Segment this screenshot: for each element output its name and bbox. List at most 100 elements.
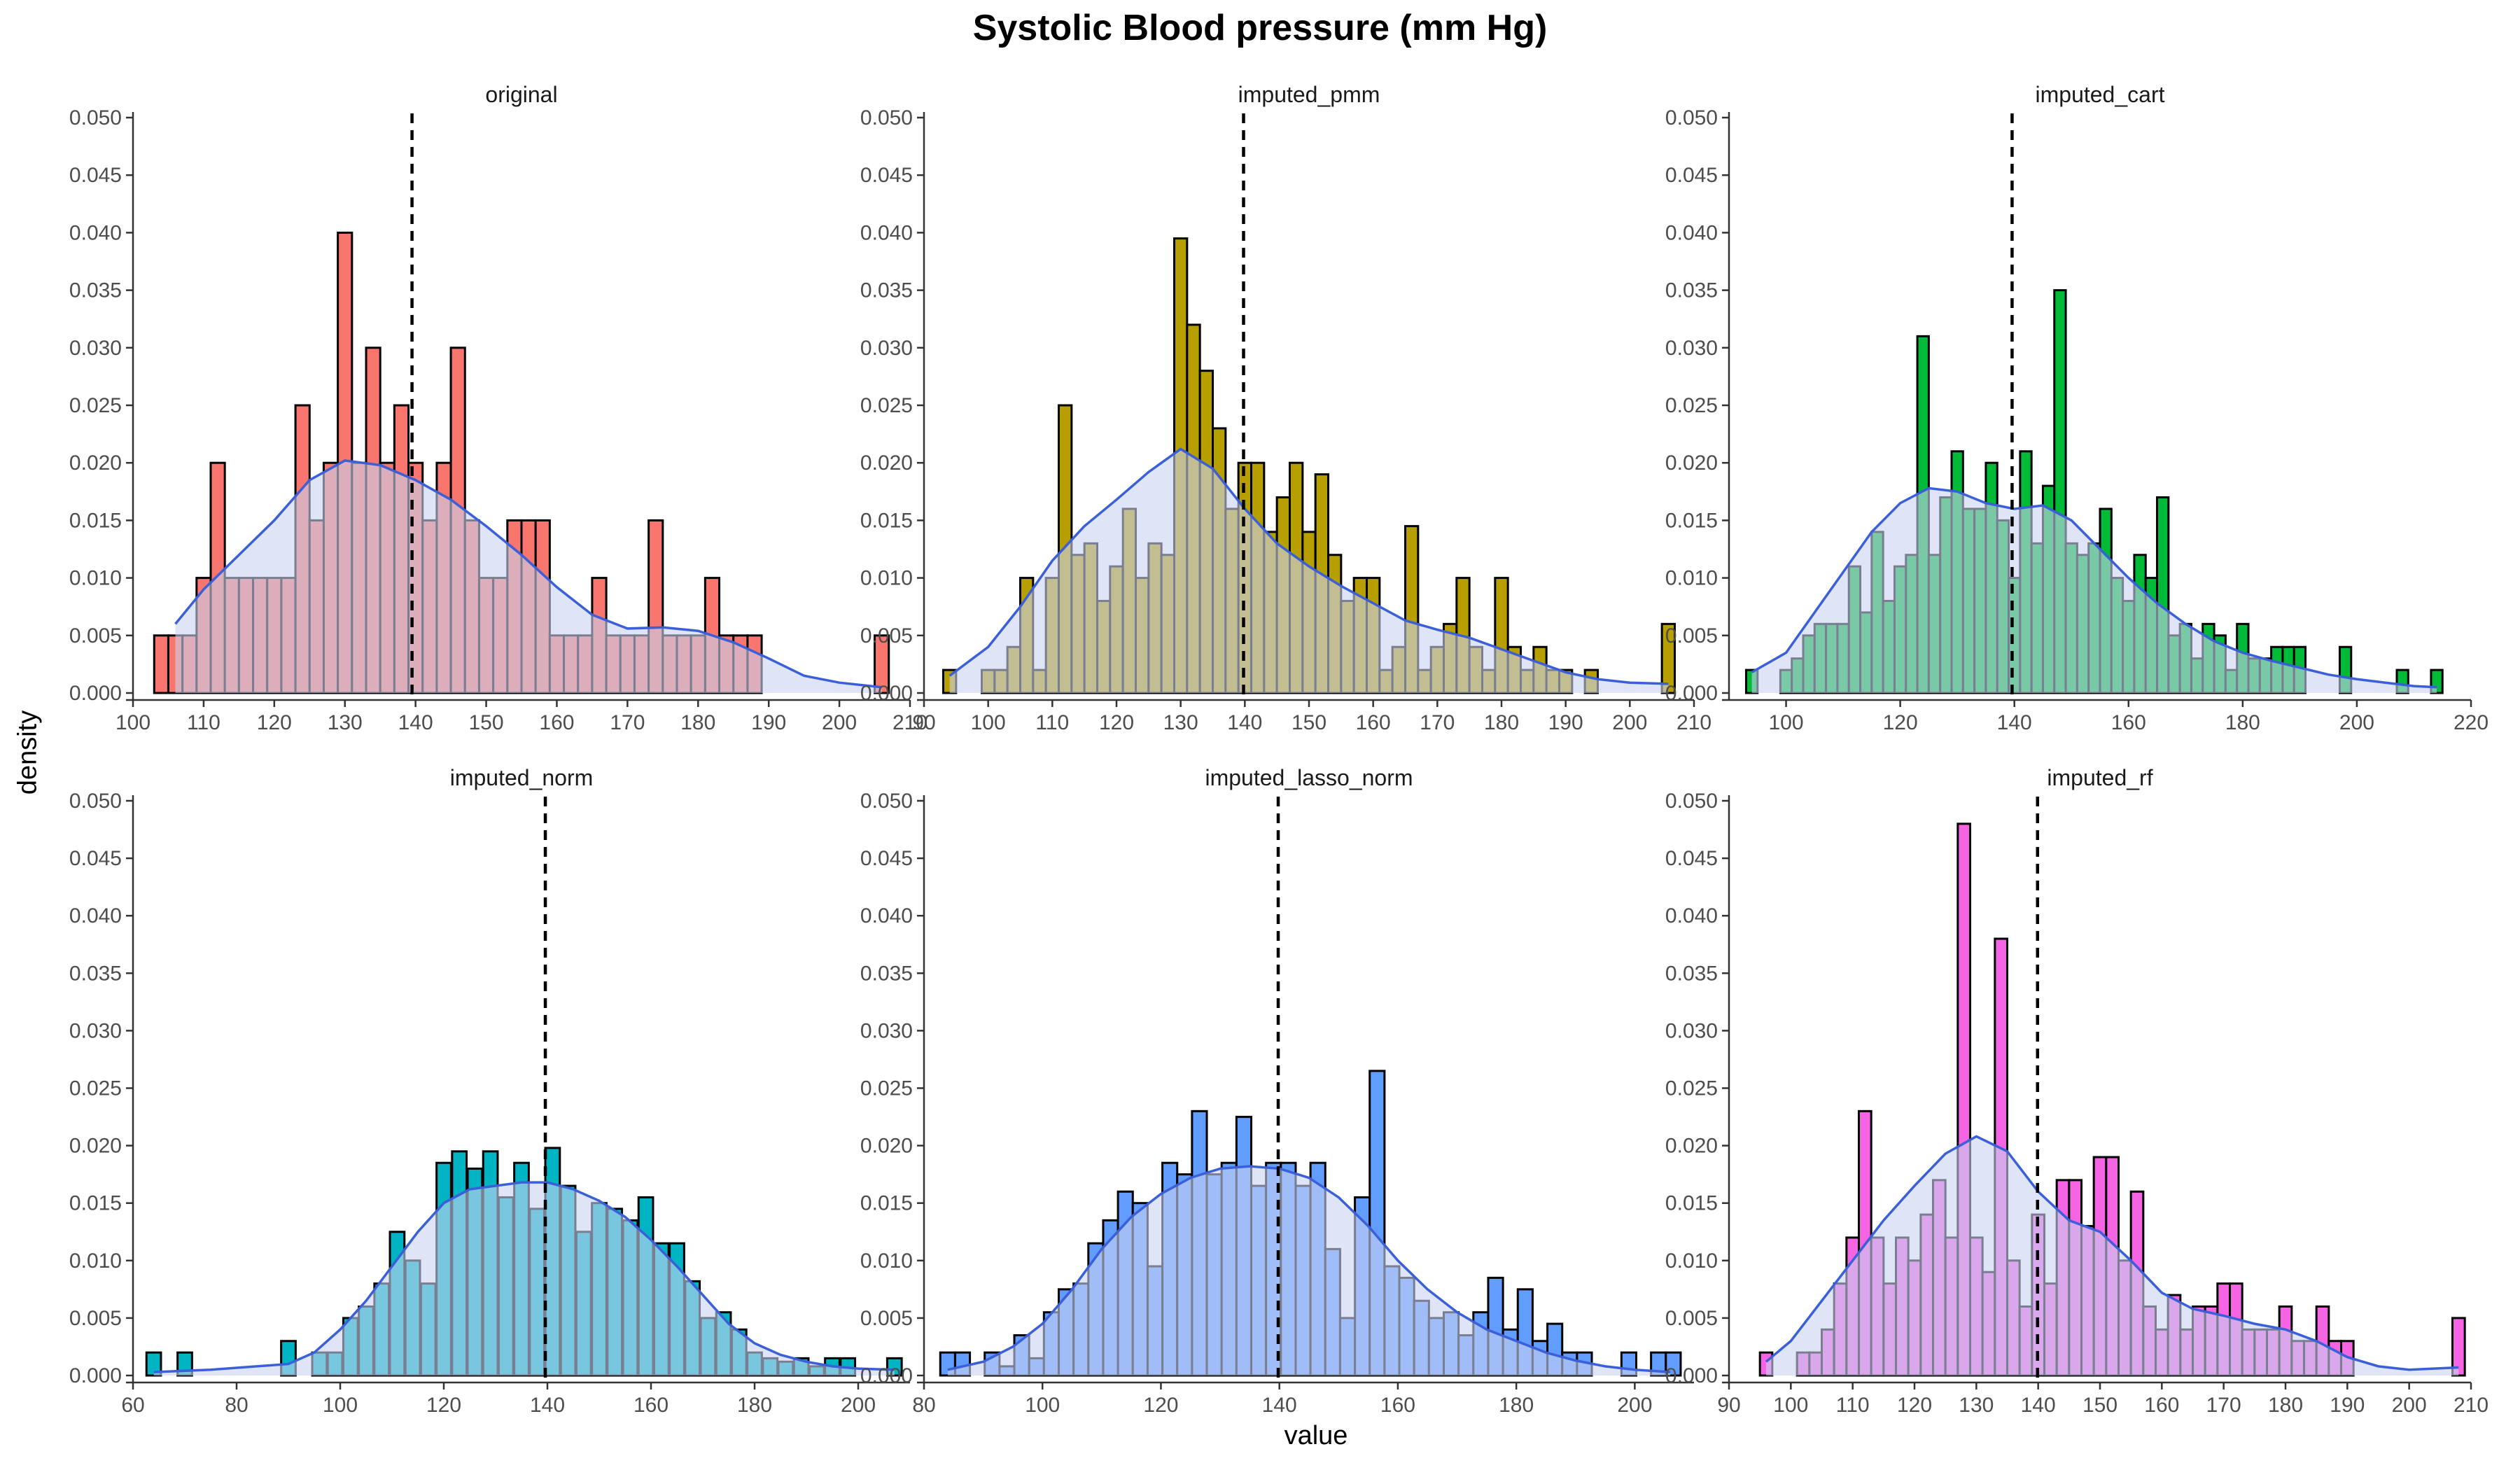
x-tick-label: 140 (1262, 1394, 1297, 1417)
panel-title: imputed_cart (2036, 82, 2165, 107)
x-tick-label: 120 (1897, 1394, 1932, 1417)
x-tick-label: 160 (2144, 1394, 2179, 1417)
y-tick-label: 0.010 (69, 1250, 122, 1273)
x-tick-label: 150 (1292, 711, 1326, 734)
x-tick-label: 90 (1717, 1394, 1740, 1417)
density-curve (153, 1181, 895, 1373)
x-tick-label: 190 (1548, 711, 1583, 734)
y-tick-label: 0.005 (1665, 624, 1718, 648)
x-tick-label: 200 (822, 711, 857, 734)
x-tick-label: 140 (530, 1394, 565, 1417)
density-curve (1751, 486, 2437, 689)
x-tick-label: 120 (426, 1394, 461, 1417)
y-tick-label: 0.025 (1665, 1077, 1718, 1100)
y-tick-label: 0.000 (1665, 1364, 1718, 1387)
y-tick-label: 0.035 (860, 279, 913, 302)
density-area (949, 449, 1669, 693)
x-tick-label: 130 (1959, 1394, 1994, 1417)
x-tick-label: 170 (1420, 711, 1455, 734)
x-tick-label: 200 (841, 1394, 876, 1417)
y-tick-label: 0.010 (860, 567, 913, 590)
panel-imputed_cart: imputed_cart 0.000 0.005 0.010 0.015 0.020 0.0… (1665, 82, 2488, 734)
y-tick-label: 0.045 (69, 164, 122, 187)
y-tick-label: 0.050 (860, 790, 913, 813)
panel-imputed_rf: imputed_rf 0.000 0.005 0.010 0.015 0.020 0.025… (1665, 765, 2488, 1417)
x-axis-label: value (1284, 1421, 1348, 1450)
y-tick-label: 0.030 (860, 1019, 913, 1042)
y-tick-label: 0.015 (1665, 509, 1718, 532)
x-tick-label: 100 (1769, 711, 1804, 734)
x-tick-label: 200 (1617, 1394, 1652, 1417)
x-tick-label: 210 (1676, 711, 1712, 734)
density-area (175, 460, 882, 693)
y-tick-label: 0.050 (860, 106, 913, 130)
x-tick-label: 190 (751, 711, 786, 734)
x-tick-label: 60 (121, 1394, 144, 1417)
x-tick-label: 120 (257, 711, 292, 734)
y-tick-label: 0.030 (860, 337, 913, 360)
x-tick-label: 220 (2454, 711, 2488, 734)
y-tick-label: 0.000 (860, 682, 913, 705)
x-tick-label: 200 (2392, 1394, 2427, 1417)
y-tick-label: 0.015 (69, 509, 122, 532)
x-tick-label: 160 (1380, 1394, 1415, 1417)
x-tick-label: 210 (892, 711, 927, 734)
y-tick-label: 0.000 (860, 1364, 913, 1387)
panel-imputed_pmm: imputed_pmm 0.000 0.005 0.010 0.015 0.020 0.02… (860, 82, 1712, 734)
y-tick-label: 0.050 (1665, 106, 1718, 130)
x-tick-label: 180 (1484, 711, 1519, 734)
x-tick-label: 140 (1227, 711, 1262, 734)
x-tick-label: 110 (1035, 711, 1069, 734)
x-tick-label: 120 (1143, 1394, 1178, 1417)
y-tick-label: 0.025 (69, 394, 122, 417)
panel-title: imputed_pmm (1238, 82, 1380, 107)
y-tick-label: 0.035 (860, 962, 913, 985)
y-tick-label: 0.010 (1665, 1250, 1718, 1273)
x-tick-label: 200 (1612, 711, 1647, 734)
x-tick-label: 80 (912, 1394, 935, 1417)
x-tick-label: 150 (2082, 1394, 2118, 1417)
histogram-bar (153, 634, 169, 694)
x-tick-label: 110 (1836, 1394, 1870, 1417)
histogram-bar (1660, 622, 1676, 694)
y-tick-label: 0.035 (69, 962, 122, 985)
y-tick-label: 0.000 (69, 682, 122, 705)
y-tick-label: 0.000 (69, 1364, 122, 1387)
y-tick-label: 0.050 (1665, 790, 1718, 813)
x-tick-label: 180 (2268, 1394, 2303, 1417)
y-tick-label: 0.025 (1665, 394, 1718, 417)
y-tick-label: 0.005 (69, 1307, 122, 1330)
y-tick-label: 0.030 (69, 1019, 122, 1042)
x-tick-label: 100 (1773, 1394, 1808, 1417)
x-tick-label: 180 (737, 1394, 772, 1417)
histogram-bar (1665, 1351, 1682, 1377)
y-tick-label: 0.050 (69, 106, 122, 130)
density-area (1766, 1136, 2459, 1376)
y-tick-label: 0.035 (1665, 962, 1718, 985)
y-tick-label: 0.045 (860, 164, 913, 187)
y-tick-label: 0.030 (1665, 1019, 1718, 1042)
x-tick-label: 100 (1025, 1394, 1060, 1417)
y-tick-label: 0.005 (860, 1307, 913, 1330)
x-tick-label: 170 (2206, 1394, 2241, 1417)
y-tick-label: 0.050 (69, 790, 122, 813)
density-area (947, 1166, 1671, 1376)
chart-title: Systolic Blood pressure (mm Hg) (972, 8, 1548, 48)
y-tick-label: 0.005 (69, 624, 122, 648)
y-tick-label: 0.015 (860, 509, 913, 532)
x-tick-label: 180 (680, 711, 715, 734)
y-tick-label: 0.040 (860, 904, 913, 927)
x-tick-label: 160 (2111, 711, 2146, 734)
panel-imputed_lasso_norm: imputed_lasso_norm 0.000 0.005 0.010 0.015 0.… (860, 765, 1694, 1417)
x-tick-label: 160 (1356, 711, 1391, 734)
y-tick-label: 0.020 (69, 451, 122, 475)
x-tick-label: 120 (1099, 711, 1134, 734)
y-tick-label: 0.025 (860, 1077, 913, 1100)
y-tick-label: 0.010 (860, 1250, 913, 1273)
panel-title: original (485, 82, 557, 107)
y-tick-label: 0.030 (69, 337, 122, 360)
y-tick-label: 0.020 (860, 451, 913, 475)
y-tick-label: 0.015 (69, 1192, 122, 1215)
x-tick-label: 160 (539, 711, 574, 734)
